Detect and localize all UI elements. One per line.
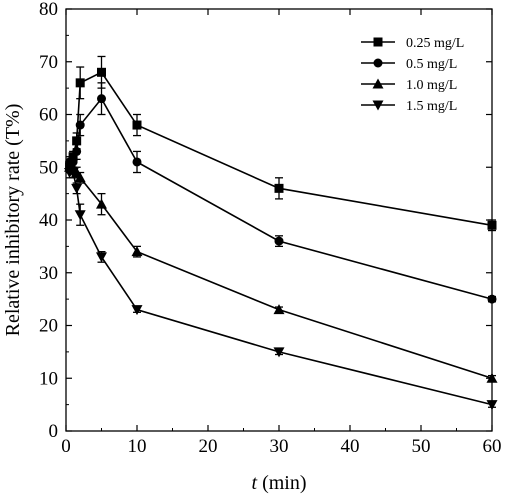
series-1 <box>65 82 497 304</box>
data-point <box>131 246 143 257</box>
x-tick-label: 30 <box>270 436 289 457</box>
legend-marker <box>373 58 383 68</box>
x-tick-label: 20 <box>199 436 218 457</box>
legend-label: 1.5 mg/L <box>406 99 457 114</box>
data-point <box>274 183 284 193</box>
series-line <box>69 171 493 406</box>
x-tick-label: 0 <box>61 436 71 457</box>
data-point <box>96 198 107 209</box>
y-tick-label: 80 <box>39 0 58 20</box>
y-axis-label: Relative inhibitory rate (T%) <box>2 104 24 337</box>
series-layer <box>64 55 498 411</box>
data-point <box>487 294 497 304</box>
data-point <box>72 146 82 156</box>
data-point <box>486 400 498 411</box>
plot-frame <box>65 8 493 432</box>
data-point <box>72 136 82 146</box>
x-tick-label: 60 <box>483 436 502 457</box>
data-point <box>67 168 79 179</box>
y-tick-label: 40 <box>39 210 58 231</box>
series-line <box>68 71 493 227</box>
y-tick-label: 50 <box>39 157 58 178</box>
legend: 0.25 mg/L 0.5 mg/L 1.0 mg/L 1.5 mg/L <box>361 36 464 114</box>
data-point <box>487 220 497 230</box>
series-3 <box>64 166 498 411</box>
data-point <box>131 305 143 316</box>
data-point <box>75 120 85 130</box>
legend-entry-0: 0.25 mg/L <box>361 36 464 51</box>
legend-entry-1: 0.5 mg/L <box>361 57 457 72</box>
y-tick-label: 20 <box>39 316 58 337</box>
legend-label: 0.5 mg/L <box>406 57 457 72</box>
x-axis-label-variable: t <box>252 472 258 494</box>
legend-marker <box>372 100 384 111</box>
legend-label: 0.25 mg/L <box>406 36 464 51</box>
x-tick-label: 10 <box>128 436 147 457</box>
data-point <box>486 372 498 383</box>
data-point <box>274 236 284 246</box>
data-point <box>132 157 142 167</box>
data-point <box>96 252 107 263</box>
data-point <box>132 120 142 130</box>
y-tick-label: 10 <box>39 368 58 389</box>
legend-marker <box>373 37 383 47</box>
data-point <box>71 183 83 194</box>
y-tick-label: 30 <box>39 263 58 284</box>
y-tick-label: 70 <box>39 52 58 73</box>
data-point <box>273 304 285 315</box>
x-axis-label-unit: (min) <box>257 472 306 494</box>
data-point <box>74 210 86 221</box>
legend-entry-2: 1.0 mg/L <box>361 78 457 93</box>
legend-entry-3: 1.5 mg/L <box>361 99 457 114</box>
data-point <box>273 347 285 358</box>
y-tick-label: 60 <box>39 105 58 126</box>
data-point <box>97 67 106 77</box>
x-axis-label: t (min) <box>252 472 307 494</box>
data-point <box>97 94 106 104</box>
y-tick-label: 0 <box>49 421 59 442</box>
legend-marker <box>372 78 384 89</box>
x-tick-label: 40 <box>341 436 360 457</box>
axes: 0 10 20 30 40 50 60 0 10 20 30 40 50 60 70 80 <box>39 0 502 457</box>
legend-label: 1.0 mg/L <box>406 78 457 93</box>
x-tick-label: 50 <box>412 436 431 457</box>
data-point <box>74 172 86 183</box>
data-point <box>75 78 85 88</box>
